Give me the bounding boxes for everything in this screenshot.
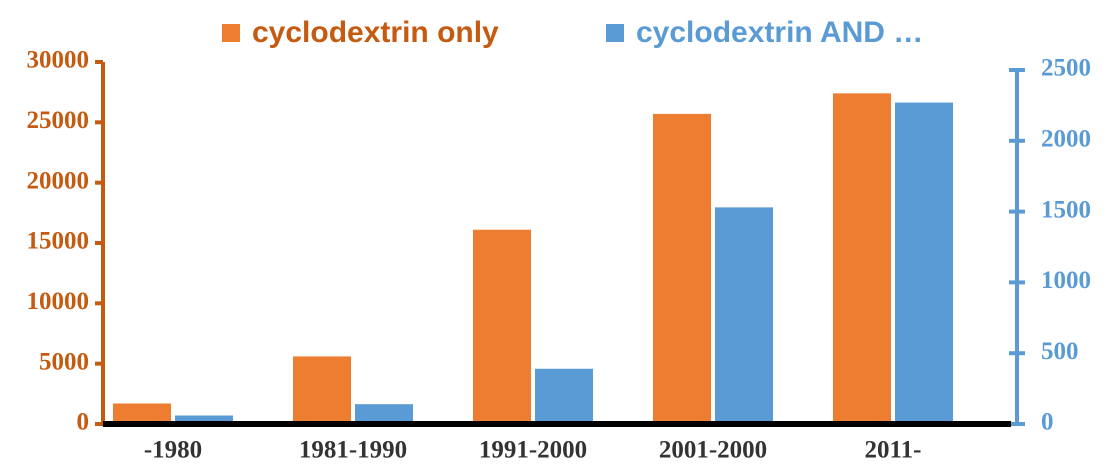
bar bbox=[175, 415, 233, 424]
y2-tick-label: 2500 bbox=[1041, 55, 1091, 82]
x-tick-label: 1981-1990 bbox=[299, 437, 407, 464]
bar bbox=[355, 404, 413, 424]
bar bbox=[833, 93, 891, 424]
x-tick-label: 2011- bbox=[865, 437, 922, 464]
y2-tick-label: 2000 bbox=[1041, 126, 1091, 153]
y2-tick-label: 1000 bbox=[1041, 267, 1091, 294]
y2-tick-label: 1500 bbox=[1041, 196, 1091, 223]
legend-label: cyclodextrin AND … bbox=[636, 16, 923, 49]
legend-swatch bbox=[222, 24, 240, 42]
bar bbox=[653, 113, 711, 425]
y-tick-label: 5000 bbox=[39, 348, 89, 375]
bar bbox=[895, 102, 953, 425]
bar bbox=[473, 229, 531, 424]
y-tick-label: 25000 bbox=[27, 107, 90, 134]
legend-swatch bbox=[606, 24, 624, 42]
bar bbox=[715, 207, 773, 424]
bar bbox=[113, 403, 171, 424]
y2-tick-label: 500 bbox=[1041, 338, 1079, 365]
x-tick-label: 2001-2000 bbox=[659, 437, 767, 464]
bar bbox=[535, 368, 593, 424]
baseline bbox=[103, 421, 1011, 427]
y-tick-label: 30000 bbox=[27, 47, 90, 74]
y2-tick-label: 0 bbox=[1041, 409, 1054, 436]
x-tick-label: 1991-2000 bbox=[479, 437, 587, 464]
bar bbox=[293, 356, 351, 424]
y-tick-label: 15000 bbox=[27, 228, 90, 255]
y-tick-label: 0 bbox=[77, 409, 90, 436]
y-tick-label: 20000 bbox=[27, 167, 90, 194]
x-tick-label: -1980 bbox=[144, 437, 202, 464]
legend-label: cyclodextrin only bbox=[252, 16, 499, 49]
y-tick-label: 10000 bbox=[27, 288, 90, 315]
